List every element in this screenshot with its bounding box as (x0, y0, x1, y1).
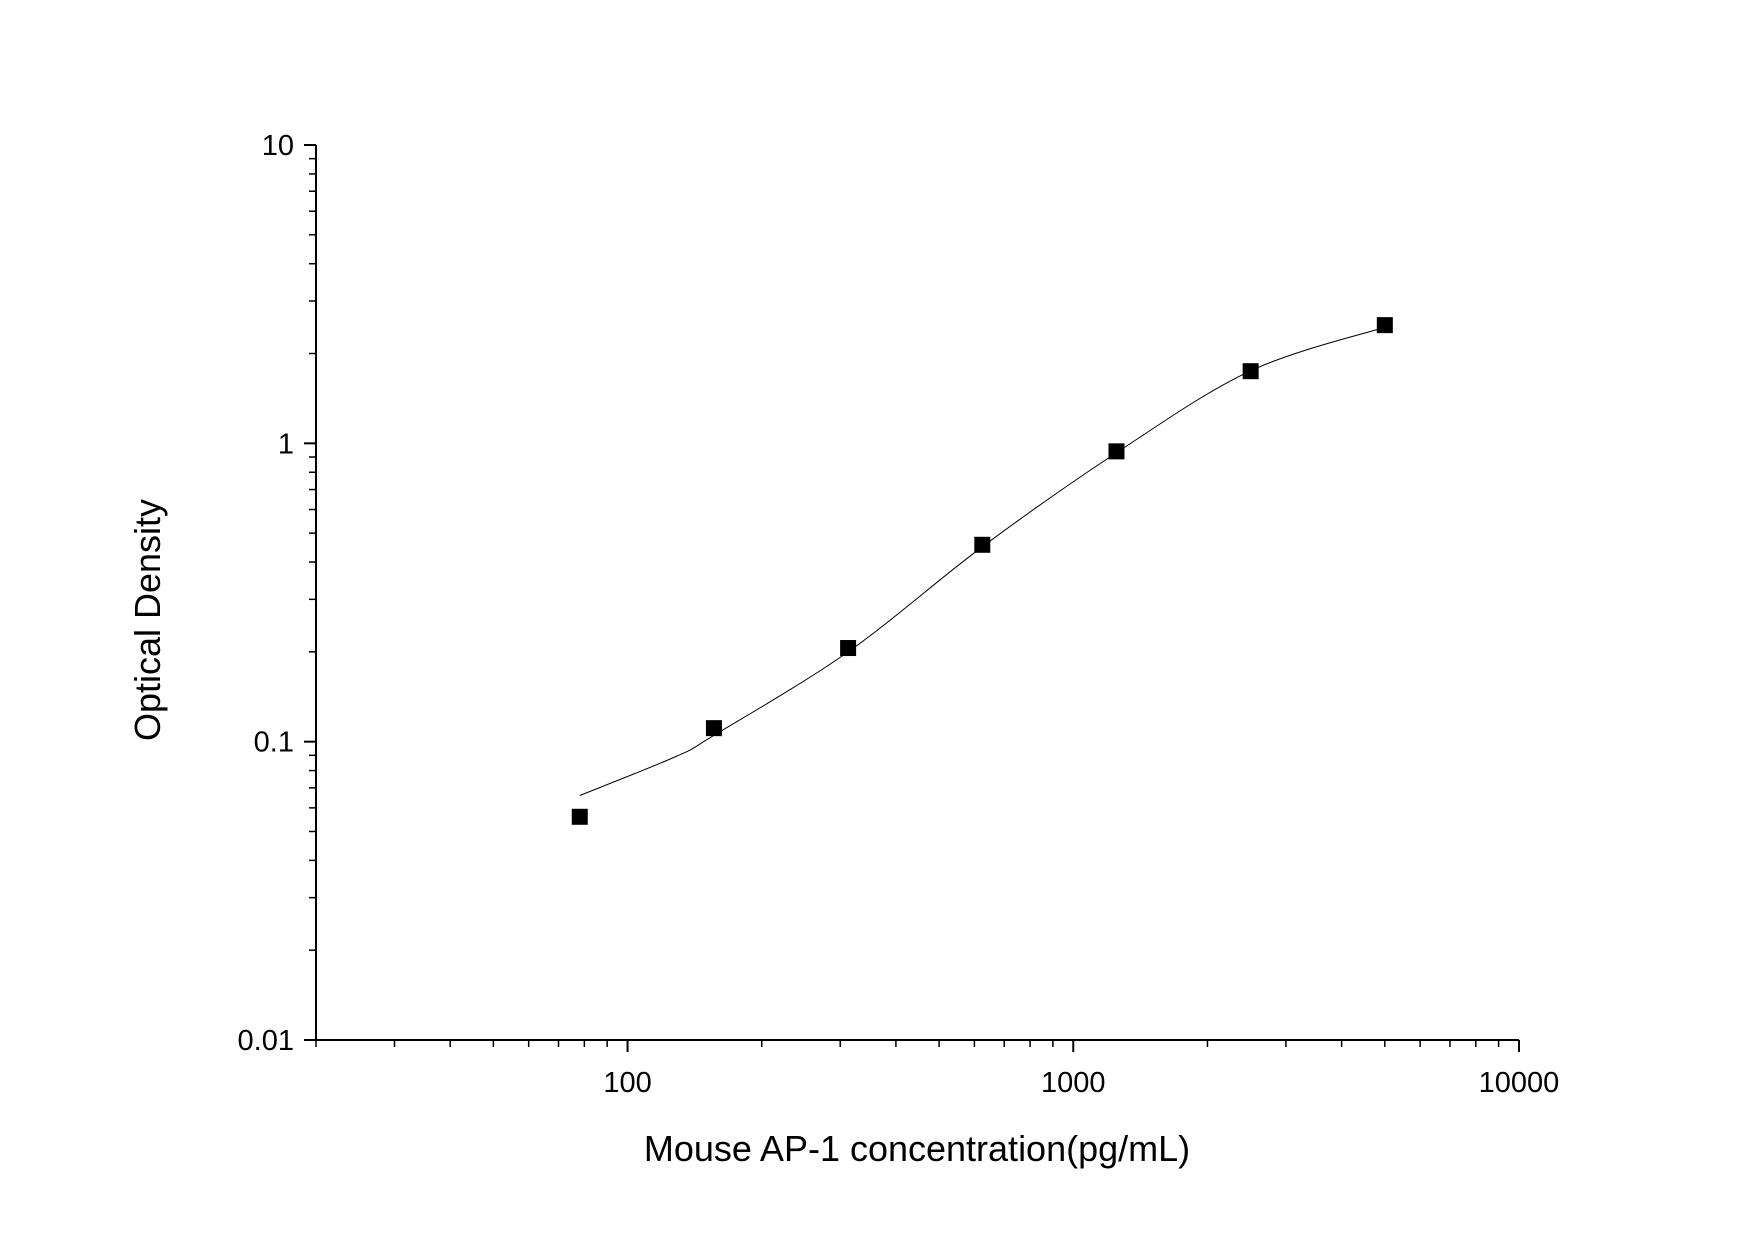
data-points (571, 317, 1393, 825)
x-axis-label: Mouse AP-1 concentration(pg/mL) (644, 1128, 1190, 1169)
data-point (840, 640, 857, 657)
ticks: 100 1000 10000 0.01 0.1 1 10 (238, 130, 1560, 1099)
data-point (571, 808, 588, 825)
data-point (1108, 443, 1125, 460)
axes (315, 145, 1519, 1041)
y-tick-label: 10 (262, 130, 294, 162)
y-tick-label: 1 (278, 428, 294, 460)
x-tick-label: 100 (603, 1067, 651, 1099)
fit-curve (579, 326, 1385, 796)
x-tick-label: 1000 (1041, 1067, 1106, 1099)
y-tick-label: 0.1 (254, 727, 294, 759)
data-point (1376, 317, 1393, 334)
data-point (1242, 363, 1259, 380)
data-point (974, 536, 991, 553)
y-tick-label: 0.01 (238, 1025, 294, 1057)
y-axis-label: Optical Density (127, 499, 168, 741)
data-point (705, 720, 722, 737)
x-tick-label: 10000 (1479, 1067, 1560, 1099)
